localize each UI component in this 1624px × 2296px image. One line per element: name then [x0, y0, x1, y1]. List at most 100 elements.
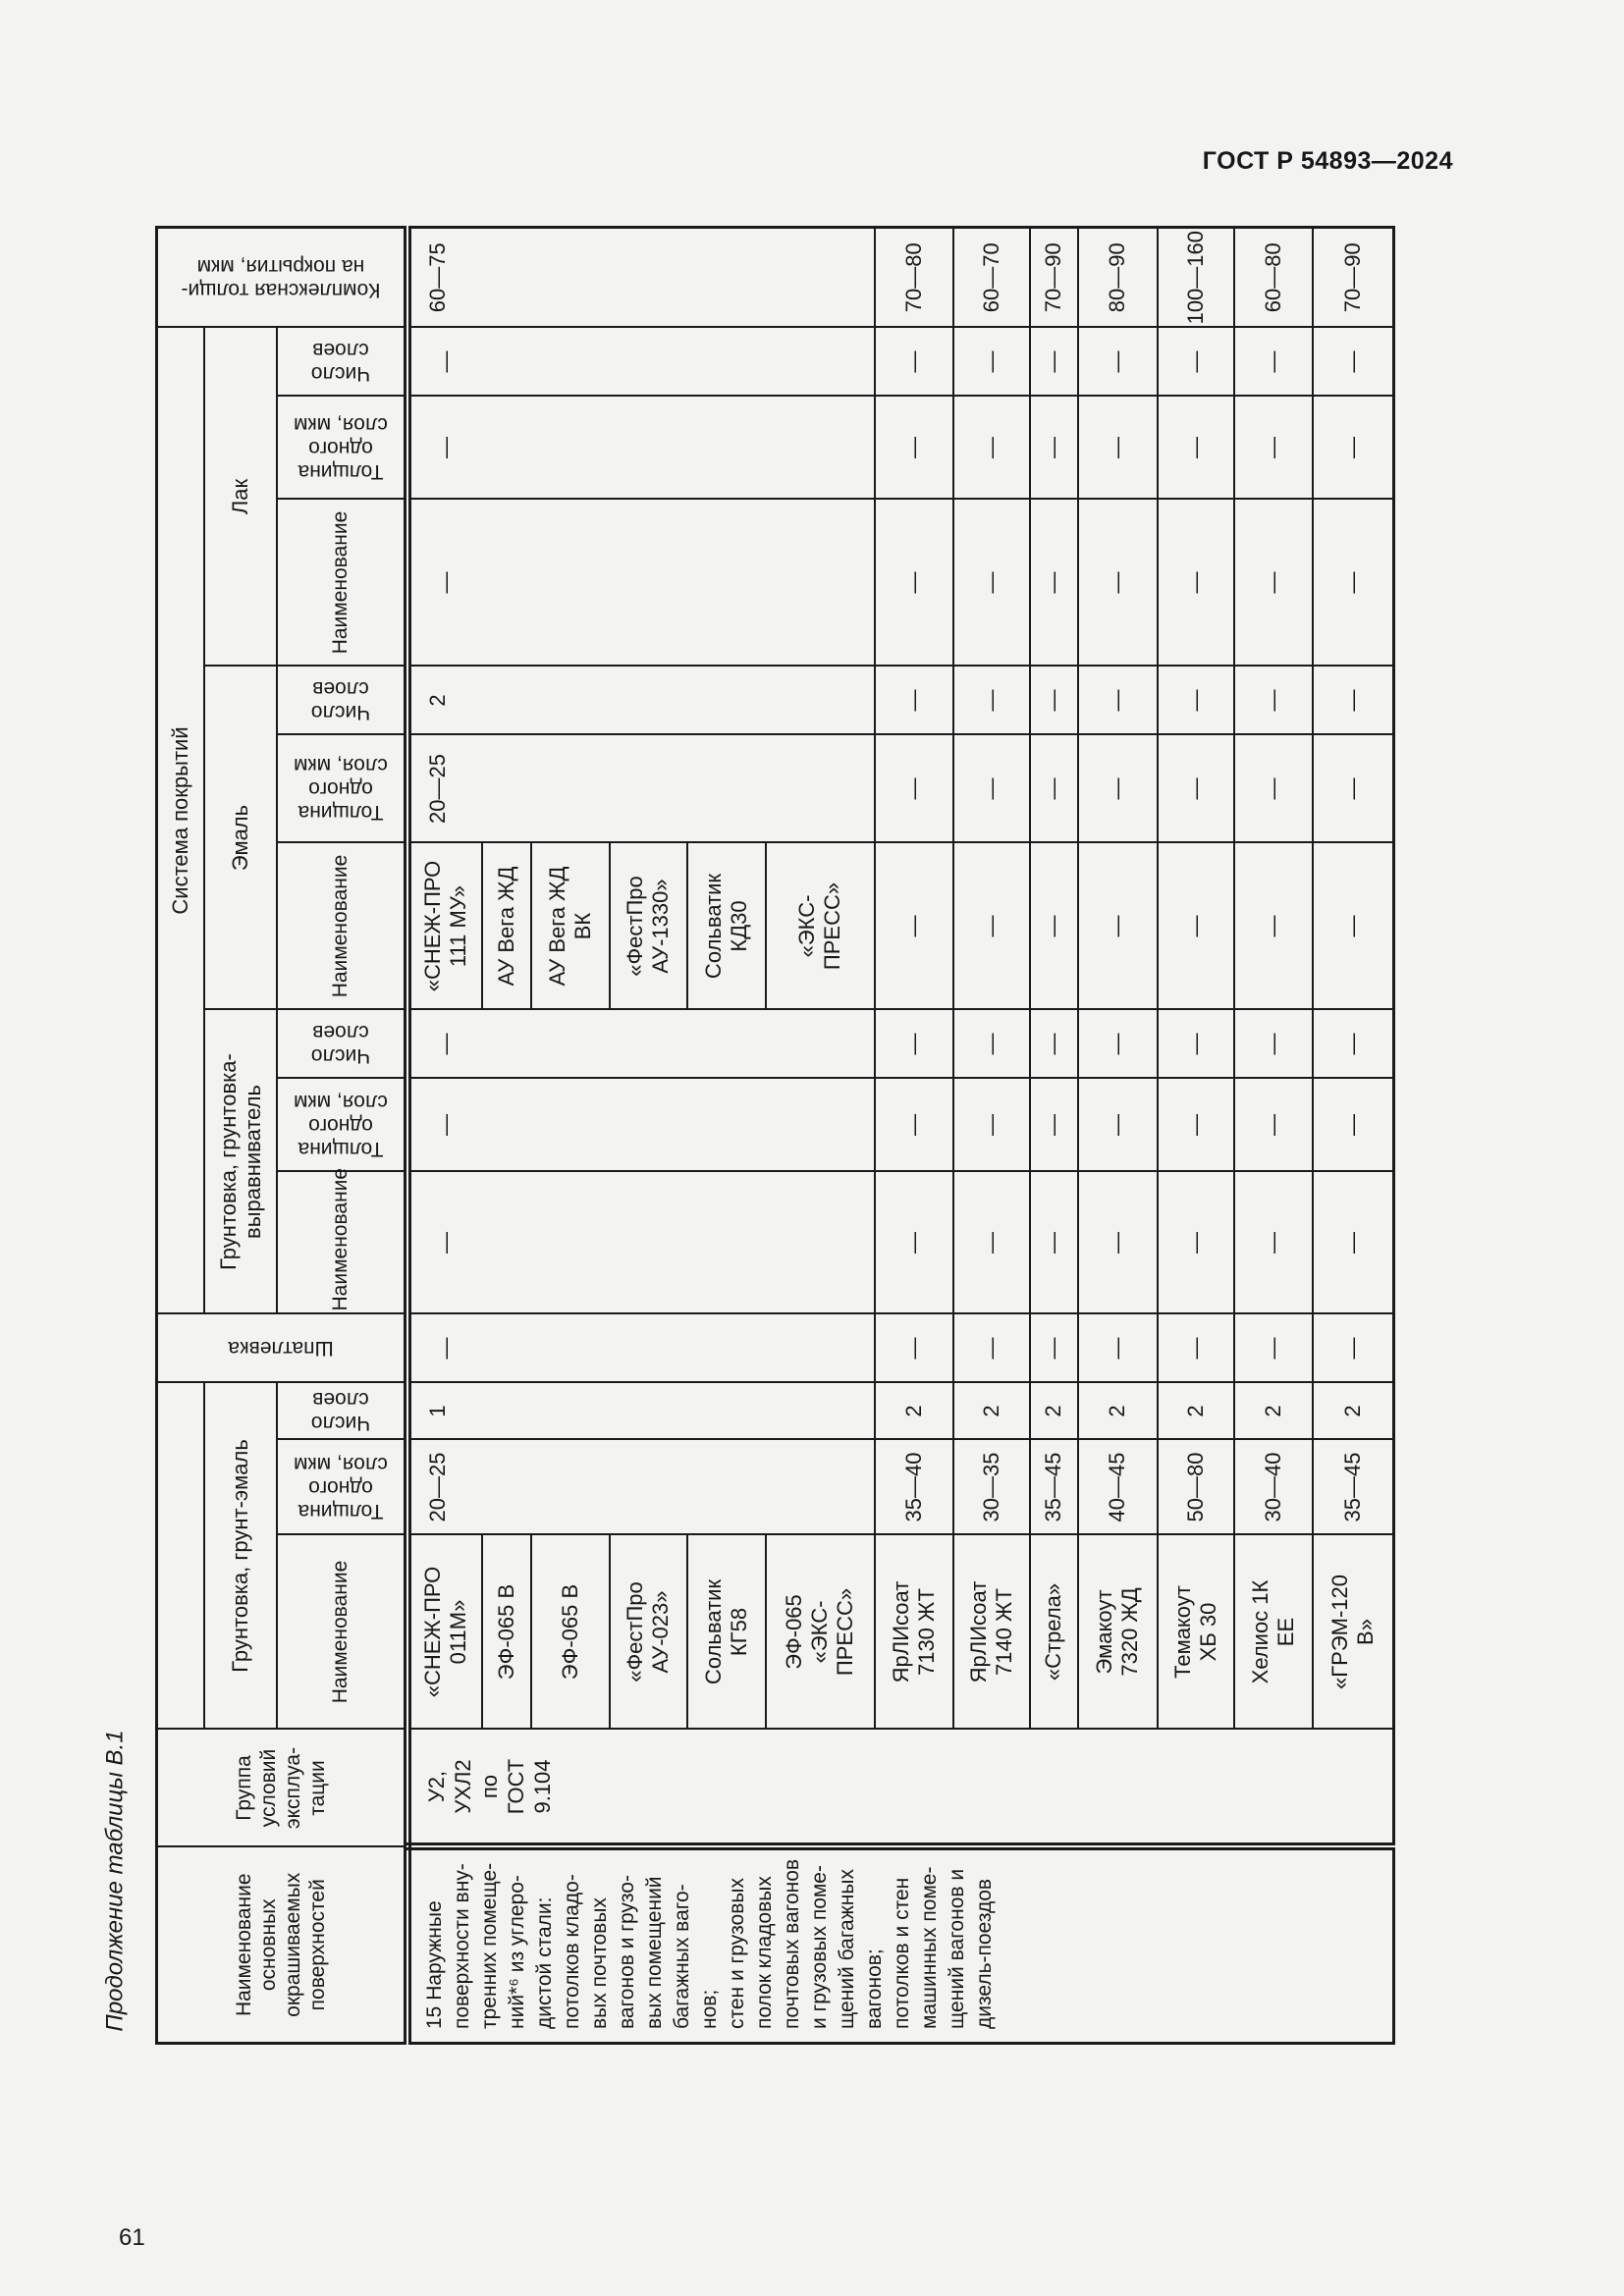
header-enamel-name: Наименование: [276, 842, 407, 1010]
header-varnish-name: Наименование: [276, 499, 407, 667]
cell-lp-thickness-r1-6: —: [406, 1078, 875, 1172]
header-enamel-layers: Число слоев: [276, 666, 407, 735]
cell-primer-thickness-r1-6: 20—25: [406, 1439, 875, 1535]
cell-lp-thickness-r7: —: [874, 1078, 953, 1172]
cell-primer-layers-r11: 2: [1157, 1382, 1234, 1440]
cell-varnish-thickness-r11: —: [1157, 396, 1234, 500]
cell-lp-layers-r13: —: [1312, 1009, 1394, 1079]
cell-primer-name-r2: ЭФ-065 В: [481, 1534, 531, 1730]
cell-primer-name-r9: «Стрела»: [1029, 1534, 1078, 1730]
cell-enamel-thickness-r10: —: [1077, 734, 1158, 843]
cell-primer-layers-r10: 2: [1077, 1382, 1158, 1440]
cell-varnish-layers-r11: —: [1157, 327, 1234, 397]
cell-enamel-thickness-r9: —: [1029, 734, 1078, 843]
coating-systems-table: Наименование основных окрашиваемых повер…: [155, 225, 1395, 2045]
cell-enamel-layers-r9: —: [1029, 666, 1078, 735]
cell-total-r1-6: 60—75: [406, 227, 875, 328]
cell-primer-thickness-r8: 30—35: [952, 1439, 1030, 1535]
cell-enamel-name-r10: —: [1077, 842, 1158, 1010]
header-varnish-thickness: Толщина одного слоя, мкм: [276, 396, 407, 500]
cell-varnish-thickness-r7: —: [874, 396, 953, 500]
header-primer-layers-label: Число слоев: [310, 1388, 370, 1435]
cell-primer-thickness-r11: 50—80: [1157, 1439, 1234, 1535]
cell-putty-r8: —: [952, 1313, 1030, 1383]
header-surface: Наименование основных окрашиваемых повер…: [156, 1846, 407, 2044]
cell-primer-name-r10: Эмакоут 7320 ЖД: [1077, 1534, 1158, 1730]
cell-total-r8: 60—70: [952, 227, 1030, 328]
cell-primer-layers-r13: 2: [1312, 1382, 1394, 1440]
header-lp-layers: Число слоев: [276, 1009, 407, 1079]
cell-lp-layers-r9: —: [1029, 1009, 1078, 1079]
cell-enamel-name-r3: АУ Вега ЖД ВК: [530, 842, 610, 1010]
header-enamel-group: Эмаль: [203, 666, 277, 1010]
cell-putty-r9: —: [1029, 1313, 1078, 1383]
rotated-table-region: Наименование основных окрашиваемых повер…: [155, 225, 1399, 2045]
header-primer-name: Наименование: [276, 1534, 407, 1730]
header-varnish-layers-label: Число слоев: [310, 339, 370, 386]
standard-reference: ГОСТ Р 54893—2024: [1202, 147, 1453, 175]
page-number: 61: [119, 2224, 145, 2251]
cell-lp-name-r11: —: [1157, 1171, 1234, 1314]
coating-systems-table-logical: Наименование основных окрашиваемых повер…: [155, 225, 1399, 2045]
cell-lp-thickness-r9: —: [1029, 1078, 1078, 1172]
header-total-thickness-label: Комплексная толщи- на покрытия, мкм: [181, 254, 381, 301]
header-primer-spacer: [156, 1382, 204, 1730]
table-caption-container: Продолжение таблицы В.1: [98, 1716, 134, 2046]
cell-enamel-name-r12: —: [1233, 842, 1313, 1010]
cell-lp-name-r8: —: [952, 1171, 1030, 1314]
cell-enamel-name-r8: —: [952, 842, 1030, 1010]
cell-lp-name-r9: —: [1029, 1171, 1078, 1314]
cell-putty-r10: —: [1077, 1313, 1158, 1383]
cell-enamel-thickness-r1-6: 20—25: [406, 734, 875, 843]
cell-total-r13: 70—90: [1312, 227, 1394, 328]
cell-enamel-thickness-r11: —: [1157, 734, 1234, 843]
cell-primer-layers-r1-6: 1: [406, 1382, 875, 1440]
cell-primer-layers-r8: 2: [952, 1382, 1030, 1440]
cell-varnish-layers-r9: —: [1029, 327, 1078, 397]
cell-enamel-name-r6: «ЭКС- ПРЕСС»: [765, 842, 875, 1010]
cell-primer-name-r12: Хелиос 1К ЕЕ: [1233, 1534, 1313, 1730]
header-enamel-thickness: Толщина одного слоя, мкм: [276, 734, 407, 843]
header-putty: Шпатлевка: [156, 1313, 407, 1383]
header-enamel-thickness-label: Толщина одного слоя, мкм: [293, 754, 388, 825]
cell-primer-name-r8: ЯрЛИсоат 7140 ЖТ: [952, 1534, 1030, 1730]
cell-primer-thickness-r13: 35—45: [1312, 1439, 1394, 1535]
cell-varnish-name-r11: —: [1157, 499, 1234, 667]
cell-varnish-name-r9: —: [1029, 499, 1078, 667]
cell-primer-name-r6: ЭФ-065 «ЭКС- ПРЕСС»: [765, 1534, 875, 1730]
cell-putty-r13: —: [1312, 1313, 1394, 1383]
cell-varnish-layers-r7: —: [874, 327, 953, 397]
cell-service-group: У2, УХЛ2 по ГОСТ 9.104: [406, 1729, 1394, 1847]
cell-varnish-layers-r12: —: [1233, 327, 1313, 397]
cell-varnish-name-r13: —: [1312, 499, 1394, 667]
header-varnish-layers: Число слоев: [276, 327, 407, 397]
cell-total-r10: 80—90: [1077, 227, 1158, 328]
cell-lp-layers-r10: —: [1077, 1009, 1158, 1079]
cell-primer-thickness-r12: 30—40: [1233, 1439, 1313, 1535]
header-primer-thickness-label: Толщина одного слоя, мкм: [293, 1453, 388, 1522]
cell-varnish-name-r1-6: —: [406, 499, 875, 667]
cell-total-r12: 60—80: [1233, 227, 1313, 328]
cell-enamel-name-r4: «ФестПро АУ-1330»: [609, 842, 687, 1010]
cell-total-r9: 70—90: [1029, 227, 1078, 328]
cell-lp-name-r12: —: [1233, 1171, 1313, 1314]
cell-primer-name-r7: ЯрЛИсоат 7130 ЖТ: [874, 1534, 953, 1730]
cell-lp-layers-r8: —: [952, 1009, 1030, 1079]
cell-putty-r1-6: —: [406, 1313, 875, 1383]
cell-enamel-thickness-r8: —: [952, 734, 1030, 843]
cell-enamel-layers-r7: —: [874, 666, 953, 735]
cell-primer-name-r11: Темакоут ХБ 30: [1157, 1534, 1234, 1730]
cell-primer-layers-r12: 2: [1233, 1382, 1313, 1440]
cell-primer-thickness-r9: 35—45: [1029, 1439, 1078, 1535]
cell-lp-thickness-r8: —: [952, 1078, 1030, 1172]
cell-enamel-layers-r8: —: [952, 666, 1030, 735]
cell-total-r7: 70—80: [874, 227, 953, 328]
cell-putty-r11: —: [1157, 1313, 1234, 1383]
cell-lp-layers-r7: —: [874, 1009, 953, 1079]
cell-varnish-thickness-r9: —: [1029, 396, 1078, 500]
cell-enamel-name-r5: Сольватик КД30: [686, 842, 766, 1010]
cell-lp-name-r1-6: —: [406, 1171, 875, 1314]
cell-enamel-layers-r11: —: [1157, 666, 1234, 735]
header-lp-thickness: Толщина одного слоя, мкм: [276, 1078, 407, 1172]
cell-enamel-layers-r13: —: [1312, 666, 1394, 735]
